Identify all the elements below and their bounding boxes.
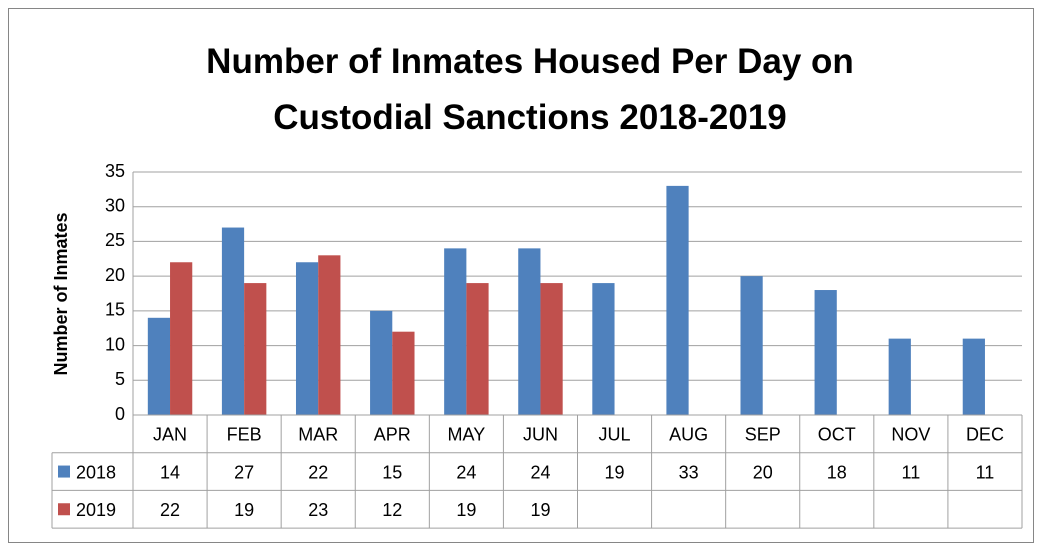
- y-tick-label: 20: [105, 265, 125, 285]
- bar: [392, 331, 415, 415]
- x-tick-label: SEP: [745, 425, 781, 445]
- y-tick-label: 5: [115, 369, 125, 389]
- data-table-cell: 24: [456, 462, 476, 482]
- x-tick-label: JUN: [523, 425, 558, 445]
- data-table-cell: 27: [234, 462, 254, 482]
- data-table-cell: 19: [456, 500, 476, 520]
- data-table-cell: 23: [308, 500, 328, 520]
- y-tick-label: 30: [105, 195, 125, 215]
- bar: [147, 317, 171, 415]
- chart-title: Number of Inmates Housed Per Day on Cust…: [206, 42, 854, 137]
- data-table-cell: 15: [382, 462, 402, 482]
- data-table-cell: 18: [827, 462, 847, 482]
- bar: [962, 338, 985, 415]
- y-tick-label: 15: [105, 300, 125, 320]
- bar: [221, 227, 245, 415]
- data-table-cell: 14: [160, 462, 180, 482]
- x-tick-label: JUL: [599, 425, 631, 445]
- y-axis-label: Number of Inmates: [51, 212, 71, 375]
- bar: [518, 248, 541, 415]
- data-table-cell: 11: [976, 462, 995, 482]
- x-tick-label: APR: [374, 425, 411, 445]
- bar: [666, 185, 689, 415]
- bar: [170, 262, 193, 415]
- bar: [466, 283, 489, 415]
- legend-key: [58, 465, 70, 478]
- y-tick-label: 35: [105, 161, 125, 181]
- data-table-cell: 19: [530, 500, 550, 520]
- data-table-cell: 20: [753, 462, 773, 482]
- data-table-cell: 19: [234, 500, 254, 520]
- bar: [370, 310, 393, 415]
- data-table-cell: 22: [308, 462, 328, 482]
- x-tick-label: DEC: [966, 425, 1004, 445]
- x-tick-label: OCT: [818, 425, 856, 445]
- data-table-cell: 12: [382, 500, 402, 520]
- legend-key: [58, 503, 70, 516]
- data-table-cell: 19: [605, 462, 625, 482]
- bar: [244, 283, 267, 415]
- x-tick-label: JAN: [153, 425, 187, 445]
- y-tick-label: 10: [105, 334, 125, 354]
- x-tick-label: MAY: [448, 425, 486, 445]
- bar: [444, 248, 467, 415]
- data-table-cell: 24: [530, 462, 550, 482]
- x-tick-label: NOV: [891, 425, 930, 445]
- bar: [318, 255, 341, 415]
- bar: [740, 276, 763, 415]
- bar: [592, 283, 615, 415]
- x-tick-label: MAR: [298, 425, 338, 445]
- bar: [540, 283, 563, 415]
- bar: [814, 290, 837, 415]
- y-tick-label: 0: [115, 404, 125, 424]
- bar: [888, 338, 911, 415]
- x-tick-label: FEB: [227, 425, 262, 445]
- y-tick-label: 25: [105, 230, 125, 250]
- data-table-cell: 22: [160, 500, 180, 520]
- legend-label: 2019: [76, 500, 116, 520]
- x-tick-label: AUG: [669, 425, 708, 445]
- data-table-cell: 11: [902, 462, 921, 482]
- legend-label: 2018: [76, 462, 116, 482]
- bar: [295, 262, 319, 415]
- data-table-cell: 33: [679, 462, 699, 482]
